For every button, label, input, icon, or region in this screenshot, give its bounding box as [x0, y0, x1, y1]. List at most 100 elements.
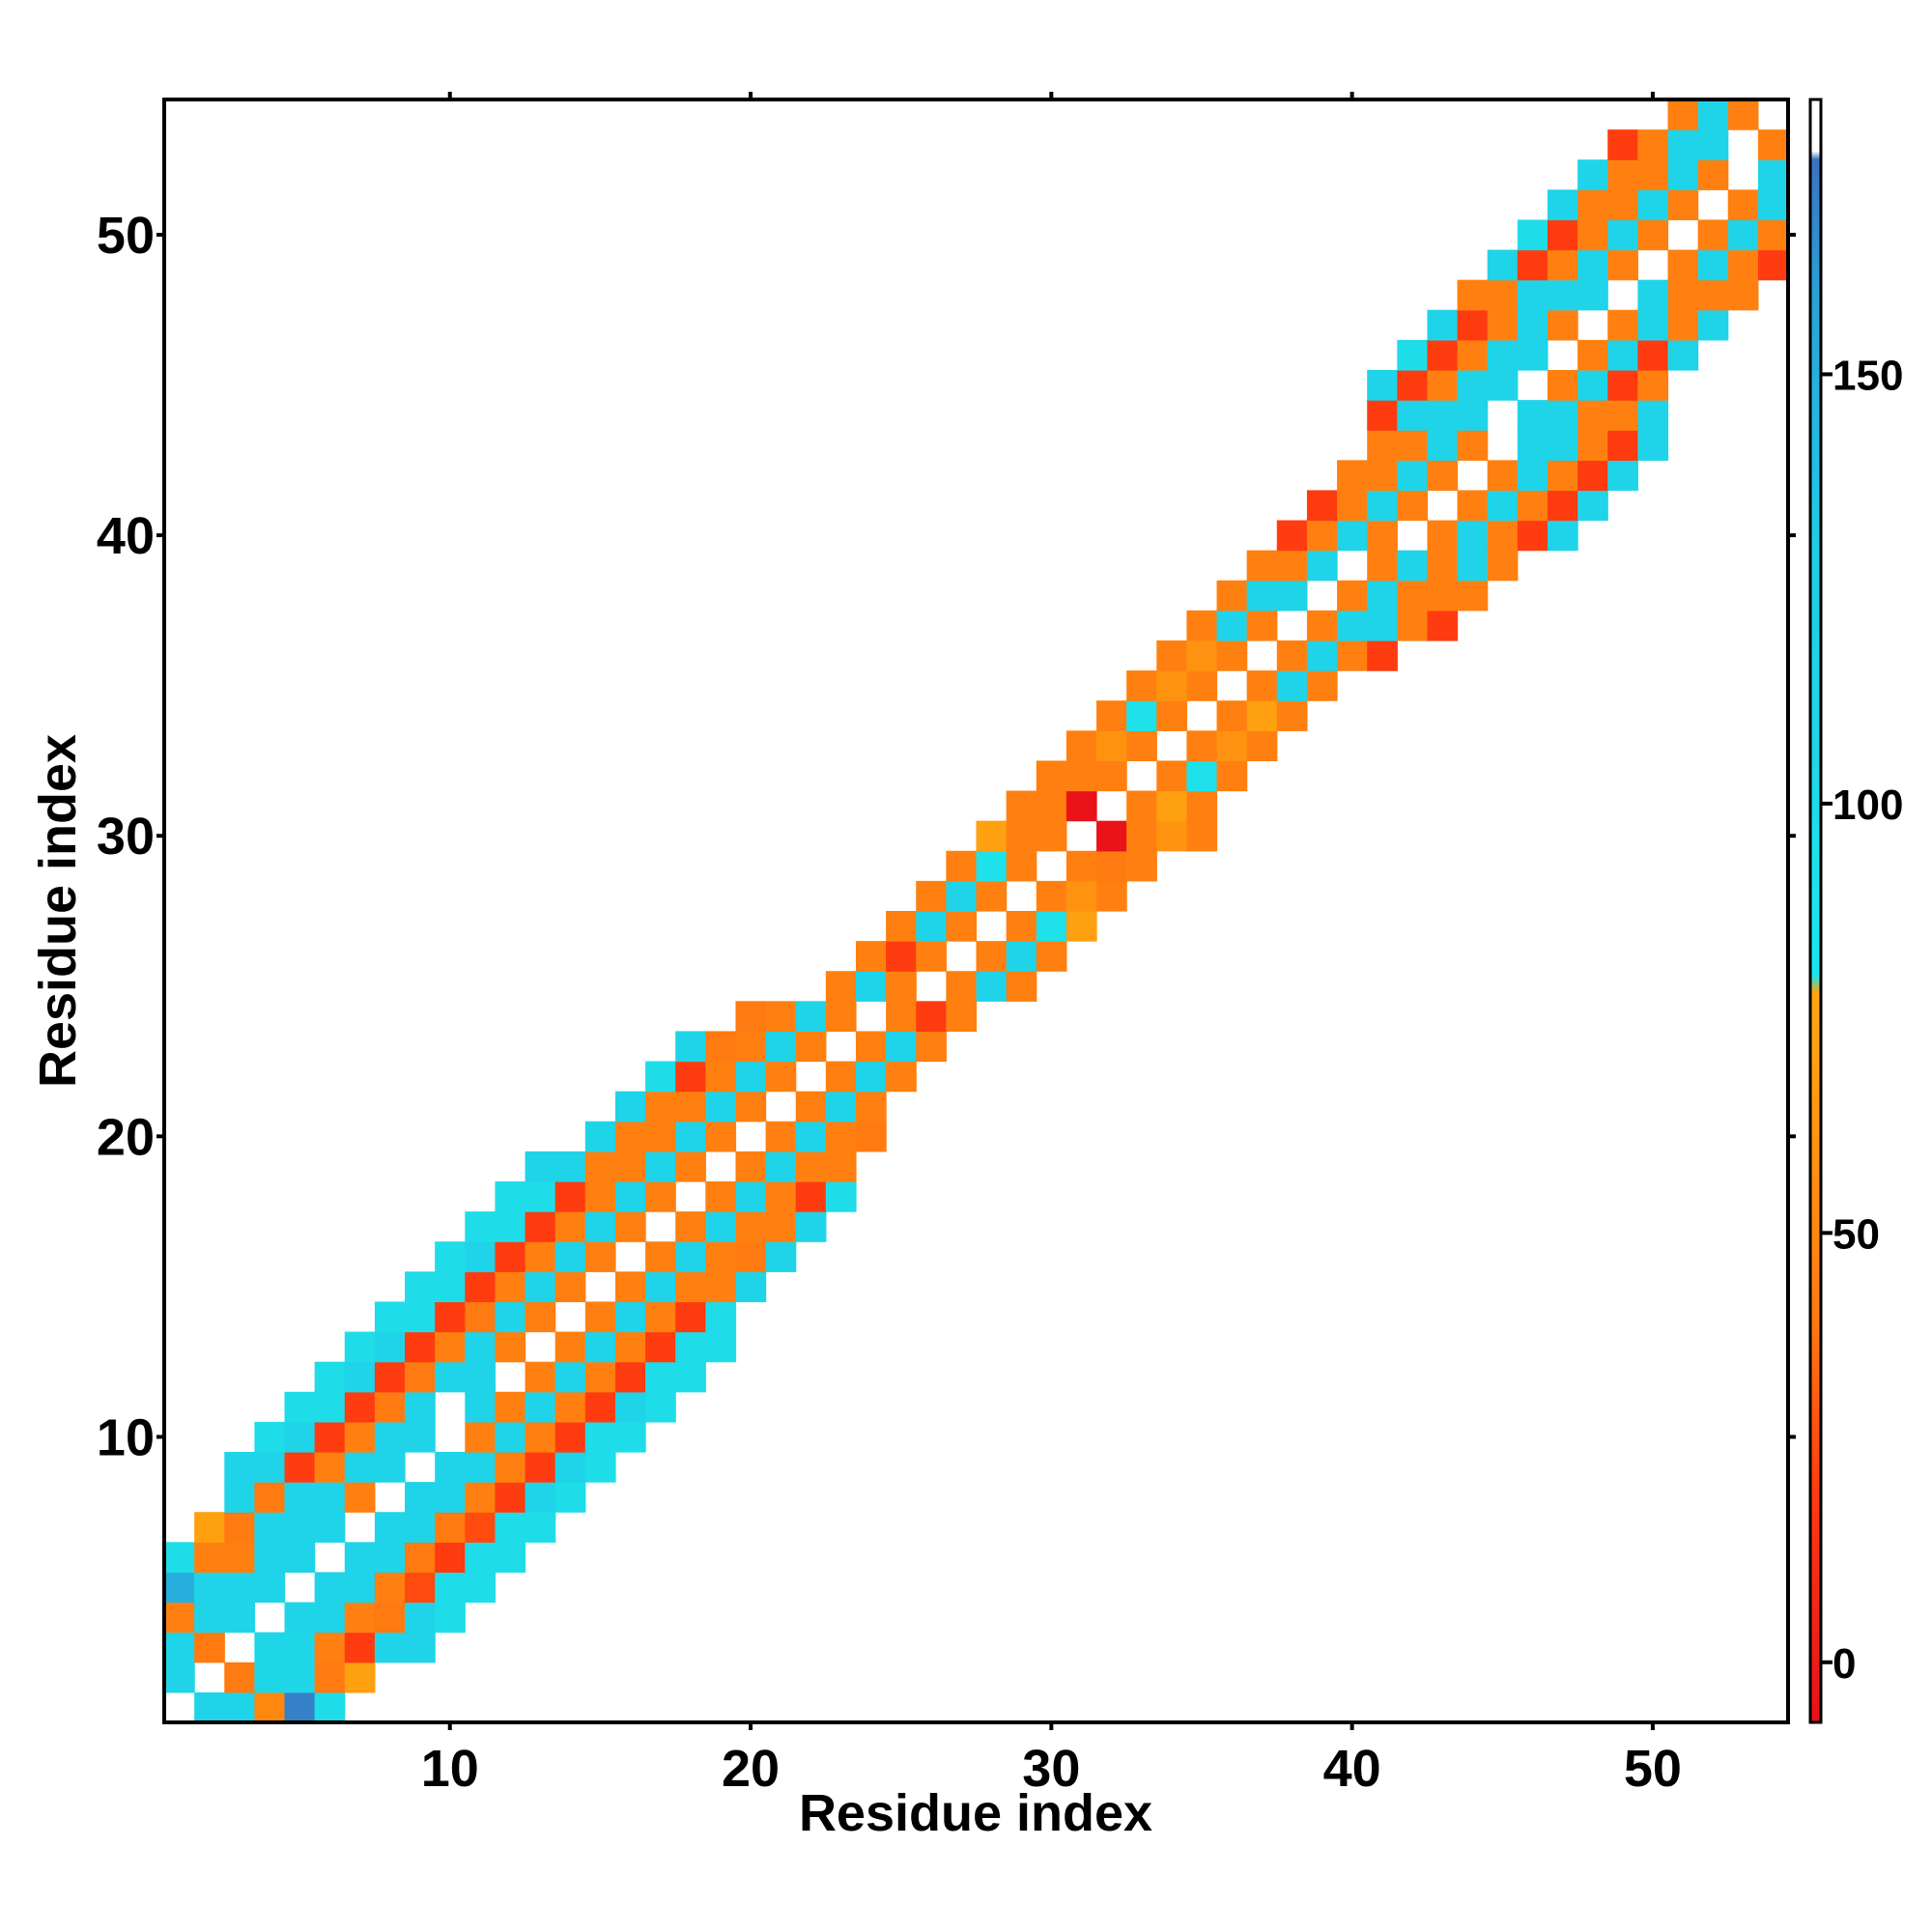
- heatmap-cell: [795, 1181, 827, 1212]
- heatmap-cell: [1427, 370, 1459, 401]
- heatmap-cell: [1427, 309, 1459, 341]
- heatmap-cell: [344, 1361, 376, 1393]
- heatmap-cell: [1096, 700, 1127, 731]
- heatmap-cell: [855, 971, 887, 1002]
- heatmap-cell: [405, 1361, 436, 1393]
- y-tick-label: 10: [97, 1408, 155, 1466]
- heatmap-cell: [405, 1632, 436, 1663]
- heatmap-cell: [675, 1271, 706, 1303]
- heatmap-cell: [465, 1482, 497, 1513]
- heatmap-cell: [1065, 730, 1097, 762]
- y-tick-label: 30: [97, 808, 155, 866]
- heatmap-cell: [284, 1391, 316, 1423]
- heatmap-cell: [374, 1331, 406, 1363]
- heatmap-cell: [495, 1211, 526, 1242]
- heatmap-cell: [825, 1091, 857, 1122]
- heatmap-cell: [705, 1031, 737, 1063]
- heatmap-cell: [1607, 309, 1638, 341]
- heatmap-cell: [1246, 580, 1278, 611]
- heatmap-cell: [1457, 520, 1489, 552]
- heatmap-cell: [405, 1271, 436, 1303]
- heatmap-cell: [1457, 430, 1489, 461]
- heatmap-cell: [1607, 339, 1638, 371]
- colorbar-tick-label: 50: [1833, 1210, 1880, 1258]
- heatmap-cell: [1367, 460, 1398, 492]
- heatmap-cell: [435, 1452, 466, 1483]
- heatmap-cell: [735, 1151, 767, 1182]
- x-tick-label: 20: [722, 1740, 780, 1798]
- heatmap-cell: [1757, 219, 1789, 251]
- heatmap-cell: [1006, 820, 1037, 852]
- heatmap-cell: [495, 1512, 526, 1543]
- heatmap-cell: [1697, 129, 1729, 160]
- heatmap-cell: [916, 911, 947, 942]
- heatmap-cell: [1337, 520, 1368, 552]
- heatmap-cell: [1607, 249, 1638, 281]
- heatmap-cell: [1096, 820, 1127, 852]
- heatmap-cell: [675, 1331, 706, 1363]
- heatmap-cell: [1577, 249, 1608, 281]
- heatmap-cell: [1517, 400, 1548, 431]
- heatmap-cell: [1517, 219, 1548, 251]
- heatmap-cell: [405, 1602, 436, 1634]
- heatmap-cell: [795, 1091, 827, 1122]
- heatmap-cell: [1337, 460, 1368, 492]
- heatmap-cell: [224, 1512, 255, 1543]
- colorbar-frame: [1808, 98, 1823, 1724]
- heatmap-cell: [825, 1061, 857, 1093]
- heatmap-cell: [855, 1061, 887, 1093]
- heatmap-cell: [495, 1271, 526, 1303]
- heatmap-cell: [344, 1572, 376, 1604]
- heatmap-cell: [946, 880, 978, 912]
- heatmap-cell: [284, 1691, 316, 1723]
- heatmap-cell: [405, 1421, 436, 1453]
- heatmap-cell: [1096, 880, 1127, 912]
- heatmap-cell: [1637, 370, 1669, 401]
- heatmap-cell: [1397, 370, 1429, 401]
- heatmap-cell: [1126, 790, 1157, 822]
- heatmap-cell: [1577, 400, 1608, 431]
- heatmap-cell: [1607, 129, 1638, 160]
- heatmap-cell: [645, 1121, 676, 1152]
- heatmap-cell: [525, 1301, 556, 1333]
- heatmap-cell: [1065, 790, 1097, 822]
- heatmap-cell: [1216, 610, 1248, 641]
- heatmap-cell: [525, 1452, 556, 1483]
- heatmap-cell: [675, 1151, 706, 1182]
- heatmap-cell: [1397, 550, 1429, 582]
- heatmap-cell: [584, 1241, 616, 1272]
- heatmap-cell: [525, 1512, 556, 1543]
- heatmap-cell: [525, 1151, 556, 1182]
- heatmap-cell: [1757, 249, 1789, 281]
- heatmap-cell: [495, 1181, 526, 1212]
- heatmap-cell: [825, 1121, 857, 1152]
- heatmap-cell: [1126, 670, 1157, 701]
- heatmap-cell: [1727, 249, 1759, 281]
- heatmap-cell: [1487, 249, 1519, 281]
- heatmap-cell: [1547, 520, 1578, 552]
- heatmap-cell: [374, 1602, 406, 1634]
- heatmap-cell: [1697, 309, 1729, 341]
- heatmap-cell: [1757, 129, 1789, 160]
- heatmap-cell: [284, 1662, 316, 1693]
- heatmap-cell: [1637, 339, 1669, 371]
- heatmap-cell: [164, 1662, 195, 1693]
- heatmap-cell: [1397, 490, 1429, 522]
- heatmap-cell: [614, 1151, 646, 1182]
- heatmap-cell: [1397, 400, 1429, 431]
- heatmap-cell: [795, 1001, 827, 1033]
- heatmap-cell: [1517, 279, 1548, 311]
- heatmap-cell: [584, 1421, 616, 1453]
- heatmap-cell: [946, 850, 978, 882]
- heatmap-cell: [1547, 430, 1578, 461]
- heatmap-cell: [614, 1361, 646, 1393]
- heatmap-cell: [645, 1361, 676, 1393]
- heatmap-cell: [614, 1121, 646, 1152]
- heatmap-cell: [554, 1241, 586, 1272]
- colorbar-gradient: [1810, 99, 1821, 1722]
- colorbar: 0 50 100 150: [1808, 98, 1903, 1724]
- heatmap-cell: [1036, 790, 1067, 822]
- heatmap-cell: [946, 971, 978, 1002]
- heatmap-cell: [405, 1301, 436, 1333]
- heatmap-cell: [525, 1241, 556, 1272]
